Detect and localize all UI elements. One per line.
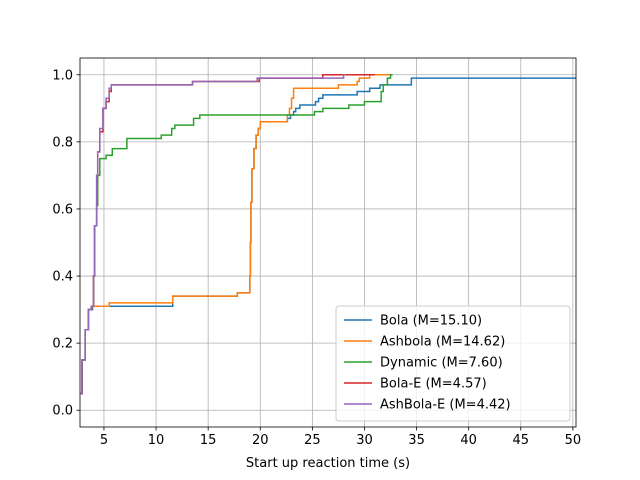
y-tick-label: 0.8 bbox=[52, 135, 73, 150]
x-axis-label: Start up reaction time (s) bbox=[246, 456, 410, 471]
x-tick-label: 20 bbox=[252, 433, 269, 448]
series-lines bbox=[80, 74, 576, 395]
x-tick-label: 10 bbox=[148, 433, 165, 448]
legend: Bola (M=15.10) Ashbola (M=14.62) Dynamic (… bbox=[335, 305, 571, 422]
y-tick-label: 0.0 bbox=[52, 404, 73, 419]
x-tick-label: 45 bbox=[512, 433, 529, 448]
legend-label: AshBola-E (M=4.42) bbox=[380, 398, 511, 413]
y-tick-label: 0.2 bbox=[52, 337, 73, 352]
x-tick-label: 5 bbox=[100, 433, 108, 448]
x-tick-label: 40 bbox=[460, 433, 477, 448]
legend-label: Bola-E (M=4.57) bbox=[380, 377, 487, 392]
x-tick-label: 15 bbox=[200, 433, 217, 448]
y-tick-label: 0.4 bbox=[52, 270, 73, 285]
series-line-1 bbox=[80, 74, 392, 395]
legend-label: Ashbola (M=14.62) bbox=[380, 335, 505, 350]
legend-label: Bola (M=15.10) bbox=[380, 314, 482, 329]
x-axis-ticks: 5 10 15 20 25 30 35 40 45 50 bbox=[100, 427, 581, 448]
plot-frame bbox=[79, 57, 577, 428]
x-tick-label: 35 bbox=[408, 433, 425, 448]
series-line-4 bbox=[80, 74, 346, 395]
x-tick-label: 50 bbox=[565, 433, 582, 448]
legend-box bbox=[335, 305, 571, 422]
y-tick-label: 0.6 bbox=[52, 202, 73, 217]
x-tick-label: 30 bbox=[356, 433, 373, 448]
y-tick-label: 1.0 bbox=[52, 68, 73, 83]
y-axis-ticks: 0.0 0.2 0.4 0.6 0.8 1.0 bbox=[52, 68, 80, 419]
x-tick-label: 25 bbox=[304, 433, 321, 448]
legend-label: Dynamic (M=7.60) bbox=[380, 356, 503, 371]
